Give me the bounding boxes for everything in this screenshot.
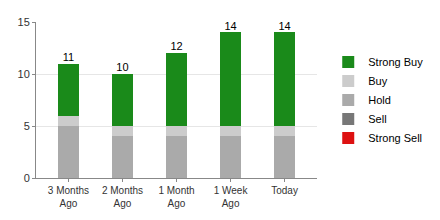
svg-text:5: 5 [24,120,30,132]
svg-text:10: 10 [18,68,30,80]
svg-text:14: 14 [278,20,290,32]
svg-text:1 MonthAgo: 1 MonthAgo [158,185,194,209]
svg-text:Sell: Sell [368,113,386,125]
svg-text:Today: Today [271,185,298,196]
svg-text:2 MonthsAgo: 2 MonthsAgo [102,185,143,209]
svg-text:11: 11 [63,51,74,63]
svg-text:12: 12 [170,40,182,52]
svg-text:1 WeekAgo: 1 WeekAgo [214,185,249,209]
svg-text:Buy: Buy [368,75,387,87]
svg-text:Strong Buy: Strong Buy [368,56,423,68]
svg-text:10: 10 [116,61,128,73]
svg-text:14: 14 [224,20,236,32]
svg-text:3 MonthsAgo: 3 MonthsAgo [48,185,89,209]
svg-text:Hold: Hold [368,94,391,106]
svg-text:0: 0 [24,172,30,184]
svg-text:15: 15 [18,16,30,28]
svg-text:Strong Sell: Strong Sell [368,132,422,144]
